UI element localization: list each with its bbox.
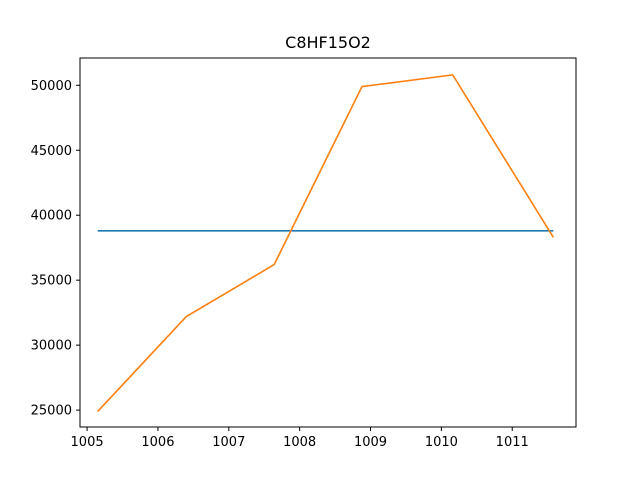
y-tick-label: 45000 <box>31 144 72 159</box>
y-tick-label: 35000 <box>31 274 72 289</box>
y-tick-label: 30000 <box>31 339 72 354</box>
series-layer <box>97 74 555 412</box>
x-tick-label: 1011 <box>496 435 529 450</box>
x-tick-label: 1010 <box>425 435 458 450</box>
x-tick-label: 1005 <box>71 435 104 450</box>
series-line-2 <box>97 74 555 412</box>
y-tick-label: 40000 <box>31 209 72 224</box>
y-tick-label: 25000 <box>31 404 72 419</box>
x-tick-label: 1008 <box>283 435 316 450</box>
chart-title: C8HF15O2 <box>285 33 371 52</box>
x-axis: 1005 1006 1007 1008 1009 1010 1011 <box>71 427 529 450</box>
x-tick-label: 1009 <box>354 435 387 450</box>
plot-frame <box>79 57 577 428</box>
y-axis: 25000 30000 35000 40000 45000 50000 <box>31 79 80 419</box>
x-tick-label: 1006 <box>141 435 174 450</box>
x-tick-label: 1007 <box>212 435 245 450</box>
y-tick-label: 50000 <box>31 79 72 94</box>
